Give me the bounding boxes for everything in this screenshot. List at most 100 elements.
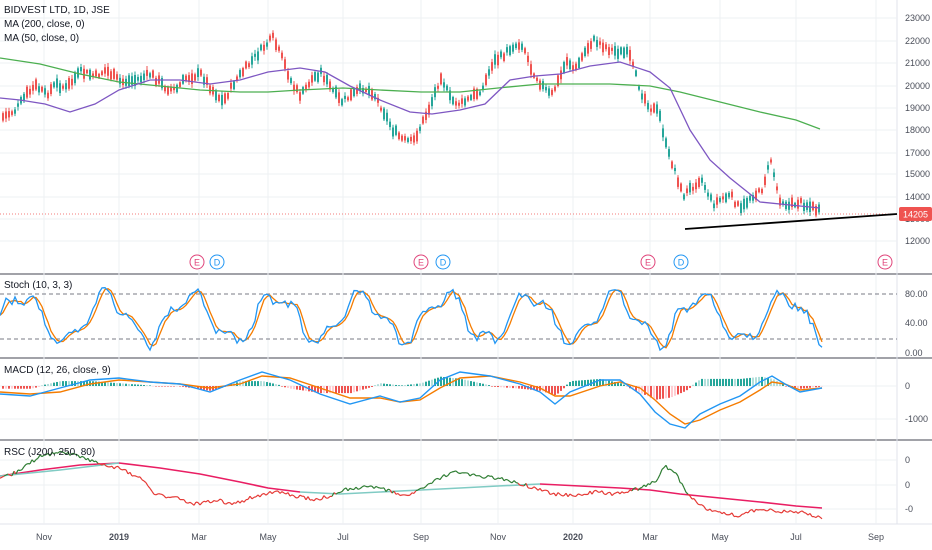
macd-histogram-bar [17, 386, 19, 389]
macd-histogram-bar [713, 378, 715, 386]
rsc-line-segment [819, 516, 823, 520]
rsc-line-segment [681, 483, 685, 488]
macd-histogram-bar [401, 385, 403, 386]
candle [284, 59, 286, 69]
rsc-line-segment [367, 485, 371, 488]
candle [605, 44, 607, 50]
rsc-line-segment [299, 494, 303, 497]
rsc-line-segment [471, 473, 475, 475]
macd-histogram-bar [140, 384, 142, 386]
ma50-legend[interactable]: MA (50, close, 0) [4, 33, 79, 44]
ma200-line [0, 57, 821, 130]
rsc-line-segment [541, 489, 545, 492]
candle [506, 47, 508, 53]
rsc-line-segment [677, 475, 681, 483]
rsc-line-segment [187, 501, 191, 504]
rsc-line-segment [315, 497, 319, 500]
rsc-line-segment [29, 459, 33, 465]
macd-histogram-bar [23, 386, 25, 389]
candle [617, 48, 619, 59]
candle [386, 112, 388, 122]
macd-histogram-bar [314, 386, 316, 393]
stoch-pane[interactable] [0, 287, 897, 352]
rsc-line-segment [551, 492, 555, 495]
rsc-line-segment [575, 493, 579, 497]
candle [719, 197, 721, 202]
rsc-pane[interactable] [0, 450, 823, 520]
rsc-line-segment [63, 452, 67, 455]
rsc-line-segment [449, 471, 453, 474]
rsc-line-segment [317, 498, 321, 501]
macd-histogram-bar [566, 384, 568, 386]
macd-histogram-bar [203, 386, 205, 390]
macd-histogram-bar [464, 379, 466, 386]
macd-histogram-bar [548, 386, 550, 394]
rsc-line-segment [311, 499, 315, 502]
macd-histogram-bar [116, 383, 118, 386]
event-marker [189, 254, 205, 270]
rsc-line-segment [801, 510, 805, 513]
rsc-line-segment [799, 510, 803, 513]
rsc-line-segment [431, 480, 435, 484]
macd-histogram-bar [512, 386, 514, 389]
rsc-line-segment [185, 502, 189, 504]
macd-histogram-bar [431, 379, 433, 386]
macd-histogram-bar [419, 383, 421, 386]
rsc-line-segment [117, 466, 121, 470]
macd-histogram-bar [656, 386, 658, 400]
rsc-line-segment [119, 468, 123, 471]
macd-histogram-bar [638, 386, 640, 393]
macd-legend[interactable]: MACD (12, 26, close, 9) [4, 365, 111, 376]
macd-histogram-bar [338, 386, 340, 394]
macd-histogram-bar [110, 382, 112, 386]
candle [182, 74, 184, 84]
price-tick-label: 12000 [905, 236, 930, 246]
candle [791, 197, 793, 208]
price-tick-label: 21000 [905, 58, 930, 68]
rsc-line-segment [417, 488, 421, 491]
macd-histogram-bar [590, 379, 592, 386]
macd-histogram-bar [494, 386, 496, 387]
rsc-line-segment [363, 485, 367, 488]
candle [407, 138, 409, 142]
candle [662, 128, 664, 138]
macd-histogram-bar [668, 386, 670, 398]
rsc-line-segment [93, 460, 97, 463]
candle [563, 61, 565, 73]
candle [635, 70, 637, 77]
macd-histogram-bar [812, 386, 814, 388]
candle [62, 85, 64, 89]
rsc-line-segment [735, 515, 739, 518]
macd-histogram-bar [332, 386, 334, 394]
ma200-legend[interactable]: MA (200, close, 0) [4, 19, 85, 30]
candle [521, 43, 523, 50]
candle [461, 98, 463, 104]
candle [653, 103, 655, 113]
rsc-line-segment [289, 494, 293, 497]
rsc-line-segment [639, 486, 643, 489]
candle [365, 88, 367, 92]
candle [35, 79, 37, 90]
symbol-title[interactable]: BIDVEST LTD, 1D, JSE [4, 5, 110, 16]
macd-histogram-bar [767, 377, 769, 386]
macd-histogram-bar [647, 386, 649, 397]
rsc-line-segment [193, 501, 197, 506]
rsc-line-segment [743, 511, 747, 515]
rsc-line-segment [97, 462, 101, 465]
macd-pane[interactable] [0, 371, 823, 429]
candle [392, 127, 394, 137]
rsc-line-segment [169, 496, 173, 499]
rsc-line-segment [251, 496, 255, 500]
macd-histogram-bar [803, 386, 805, 389]
stoch-legend[interactable]: Stoch (10, 3, 3) [4, 280, 72, 291]
candle [173, 86, 175, 91]
rsc-line-segment [377, 486, 381, 489]
macd-histogram-bar [320, 386, 322, 394]
candle [797, 199, 799, 209]
candle [257, 51, 259, 61]
candle [14, 109, 16, 114]
rsc-line-segment [791, 510, 795, 514]
rsc-legend[interactable]: RSC (J200, 250, 80) [4, 447, 95, 458]
